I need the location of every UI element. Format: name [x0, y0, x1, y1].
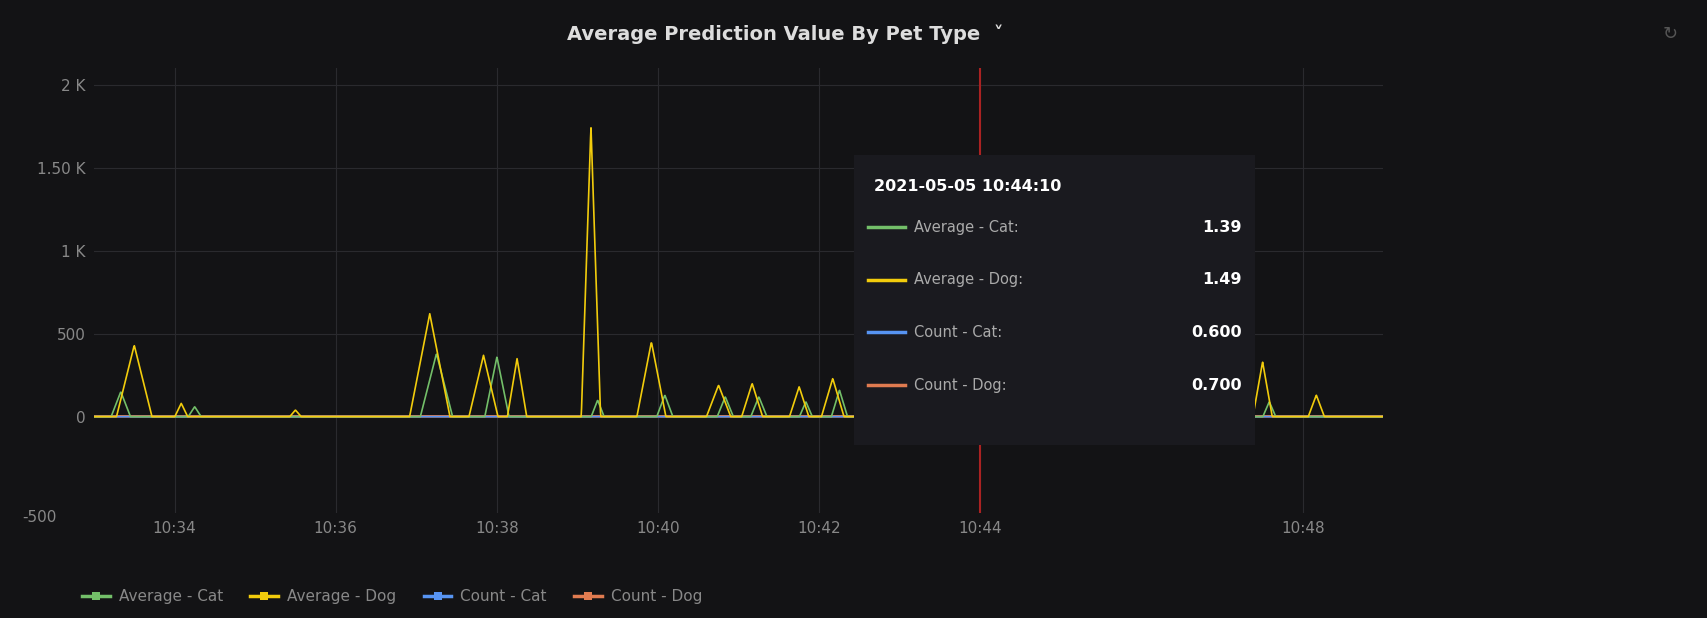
Text: 1.39: 1.39	[1202, 220, 1241, 235]
Text: -500: -500	[22, 510, 56, 525]
Legend: Average - Cat, Average - Dog, Count - Cat, Count - Dog: Average - Cat, Average - Dog, Count - Ca…	[75, 583, 708, 611]
Text: 2021-05-05 10:44:10: 2021-05-05 10:44:10	[874, 179, 1062, 194]
Text: Count - Dog:: Count - Dog:	[913, 378, 1005, 392]
Text: 0.600: 0.600	[1190, 325, 1241, 340]
Text: 1.49: 1.49	[1202, 273, 1241, 287]
Text: 0.700: 0.700	[1190, 378, 1241, 392]
Text: Average Prediction Value By Pet Type  ˅: Average Prediction Value By Pet Type ˅	[567, 25, 1004, 44]
Text: Average - Dog:: Average - Dog:	[913, 273, 1022, 287]
Text: Average - Cat:: Average - Cat:	[913, 220, 1017, 235]
Text: ↻: ↻	[1661, 25, 1676, 43]
Text: Count - Cat:: Count - Cat:	[913, 325, 1002, 340]
